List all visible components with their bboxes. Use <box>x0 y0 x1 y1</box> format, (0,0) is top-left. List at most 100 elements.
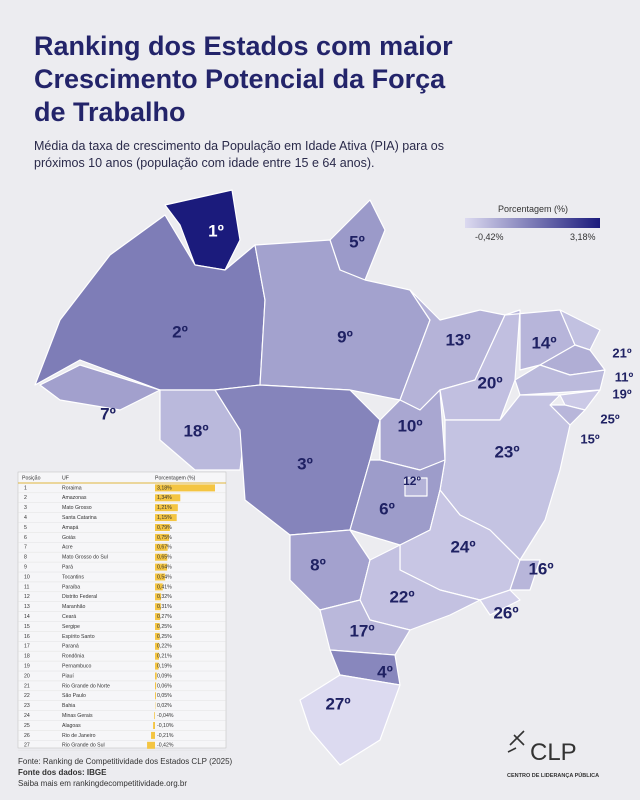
table-cell: 27 <box>24 743 30 749</box>
table-cell: 6 <box>24 535 27 541</box>
table-cell: 0,75% <box>157 535 172 541</box>
table-cell: 0,31% <box>157 604 172 610</box>
table-bar <box>155 632 160 640</box>
table-cell: 0,02% <box>157 703 172 709</box>
table-cell: 0,06% <box>157 683 172 689</box>
footer-line: Fonte: Ranking de Competitividade dos Es… <box>18 757 233 766</box>
table-cell: 0,05% <box>157 693 172 699</box>
table-cell: -0,42% <box>157 743 174 749</box>
table-cell: 19 <box>24 663 30 669</box>
table-bar <box>155 623 160 630</box>
table-cell: 0,25% <box>157 634 172 640</box>
table-cell: Goiás <box>62 535 76 541</box>
table-bar <box>155 682 157 690</box>
state <box>39 364 161 411</box>
table-cell: 15 <box>24 624 30 630</box>
table-cell: 24 <box>24 713 30 719</box>
table-cell: 1,34% <box>157 495 172 501</box>
subtitle-line: próximos 10 anos (população com idade en… <box>34 156 375 170</box>
subtitle-line: Média da taxa de crescimento da Populaçã… <box>34 139 444 153</box>
table-bar <box>155 662 159 670</box>
table-cell: São Paulo <box>62 693 86 699</box>
rank-label: 18º <box>183 421 208 440</box>
table-bar <box>155 613 161 621</box>
table-cell: Pernambuco <box>62 663 92 669</box>
rank-label: 1º <box>208 221 224 240</box>
rank-label: 7º <box>100 404 116 423</box>
rank-label: 22º <box>389 587 414 606</box>
table-cell: 3,18% <box>157 485 172 491</box>
table-cell: 0,09% <box>157 673 172 679</box>
table-cell: 10 <box>24 574 30 580</box>
logo: CLP <box>530 739 577 766</box>
table-cell: 0,54% <box>157 574 172 580</box>
table-cell: Mato Grosso <box>62 505 92 511</box>
table-bar <box>155 593 162 601</box>
table-cell: Paraíba <box>62 584 80 590</box>
table-cell: 26 <box>24 733 30 739</box>
table-cell: Espírito Santo <box>62 634 95 640</box>
table-cell: 5 <box>24 525 27 531</box>
table-cell: 17 <box>24 644 30 650</box>
table-bar <box>155 543 168 551</box>
table-bar <box>155 514 177 522</box>
rank-label: 6º <box>379 499 395 518</box>
table-cell: Distrito Federal <box>62 594 97 600</box>
rank-label: 27º <box>325 694 350 713</box>
table-cell: 20 <box>24 673 30 679</box>
state <box>509 559 541 591</box>
table-bar <box>155 563 168 571</box>
table-bar <box>155 573 166 581</box>
table-bar <box>155 583 163 591</box>
rank-label: 16º <box>528 559 553 578</box>
rank-label: 9º <box>337 327 353 346</box>
table-cell: 12 <box>24 594 30 600</box>
table-cell: 0,79% <box>157 525 172 531</box>
table-cell: Sergipe <box>62 624 80 630</box>
table-bar <box>153 722 155 729</box>
table-cell: 1 <box>24 485 27 491</box>
logo-icon <box>507 730 525 753</box>
table-frame <box>17 471 227 749</box>
table-header: Porcentagem (%) <box>155 475 196 481</box>
table-cell: Santa Catarina <box>62 515 97 521</box>
table-bar <box>155 524 170 531</box>
table-cell: 0,19% <box>157 663 172 669</box>
rank-label: 3º <box>297 454 313 473</box>
title-line: Crescimento Potencial da Força <box>34 64 446 94</box>
footer-line: Saiba mais em rankingdecompetitividade.o… <box>18 779 187 788</box>
table-cell: 7 <box>24 545 27 551</box>
table-cell: 18 <box>24 654 30 660</box>
rank-label: 13º <box>445 330 470 349</box>
table-cell: 0,21% <box>157 654 172 660</box>
table-cell: -0,04% <box>157 713 174 719</box>
title-line: Ranking dos Estados com maior <box>34 31 453 61</box>
rank-label: 21º <box>612 345 631 360</box>
table-cell: 22 <box>24 693 30 699</box>
table-cell: Amazonas <box>62 495 87 501</box>
table-bar <box>155 642 160 650</box>
table-cell: Roraima <box>62 485 82 491</box>
rank-label: 20º <box>477 373 502 392</box>
table-cell: Rondônia <box>62 654 84 660</box>
footer-line: Fonte dos dados: IBGE <box>18 768 107 777</box>
table-cell: 13 <box>24 604 30 610</box>
table-cell: 14 <box>24 614 30 620</box>
state <box>479 589 521 616</box>
table-bar <box>151 731 155 739</box>
table-bar <box>155 494 181 502</box>
table-bar <box>155 652 159 660</box>
table-cell: 0,32% <box>157 594 172 600</box>
table-cell: 9 <box>24 564 27 570</box>
table-cell: Ceará <box>62 614 76 620</box>
table-cell: 0,25% <box>157 624 172 630</box>
rank-label: 19º <box>612 386 631 401</box>
table-bar <box>155 553 168 561</box>
legend-gradient <box>465 218 600 228</box>
rank-label: 26º <box>493 603 518 622</box>
table-bar <box>155 533 170 541</box>
table-cell: 0,65% <box>157 555 172 561</box>
table-cell: -0,21% <box>157 733 174 739</box>
rank-label: 24º <box>450 537 475 556</box>
